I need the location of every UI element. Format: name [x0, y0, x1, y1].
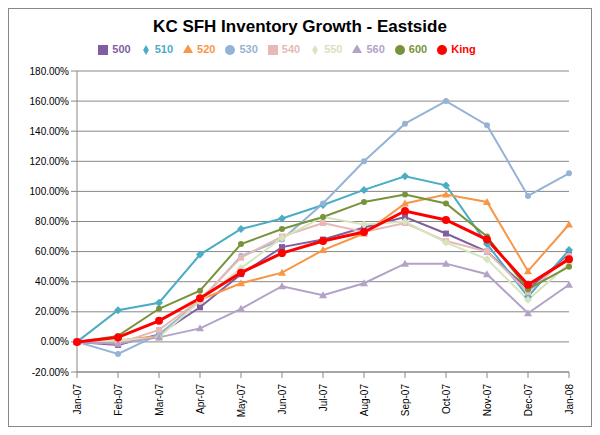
html-text:550: 550: [324, 43, 343, 55]
svg-text:Jan-07: Jan-07: [72, 384, 83, 415]
svg-text:May-07: May-07: [236, 384, 247, 418]
svg-text:0.00%: 0.00%: [41, 336, 69, 347]
html-text:600: 600: [408, 43, 428, 55]
html-text:KC SFH Inventory Growth - East: KC SFH Inventory Growth - Eastside: [153, 17, 447, 36]
svg-text:100.00%: 100.00%: [30, 186, 70, 197]
html-text:540: 540: [281, 43, 301, 55]
svg-text:Mar-07: Mar-07: [154, 384, 165, 416]
svg-text:Apr-07: Apr-07: [195, 384, 206, 414]
svg-text:-20.00%: -20.00%: [32, 367, 69, 378]
svg-text:Jul-07: Jul-07: [318, 384, 329, 412]
html-text:500: 500: [112, 43, 131, 55]
html-text:King: King: [451, 43, 476, 55]
svg-text:Oct-07: Oct-07: [441, 384, 452, 414]
svg-text:180.00%: 180.00%: [30, 66, 70, 77]
svg-text:60.00%: 60.00%: [35, 246, 69, 257]
svg-text:80.00%: 80.00%: [35, 216, 69, 227]
svg-text:40.00%: 40.00%: [35, 276, 69, 287]
svg-text:Aug-07: Aug-07: [359, 384, 370, 417]
svg-text:Dec-07: Dec-07: [523, 384, 534, 417]
html-text:510: 510: [154, 43, 173, 55]
svg-text:Jan-08: Jan-08: [564, 384, 575, 415]
svg-text:140.00%: 140.00%: [30, 126, 70, 137]
svg-text:20.00%: 20.00%: [35, 306, 69, 317]
svg-text:Feb-07: Feb-07: [113, 384, 124, 416]
svg-text:Jun-07: Jun-07: [277, 384, 288, 415]
svg-text:160.00%: 160.00%: [30, 96, 70, 107]
svg-text:Sep-07: Sep-07: [400, 384, 411, 417]
html-text:560: 560: [366, 43, 385, 55]
svg-text:120.00%: 120.00%: [30, 156, 70, 167]
svg-text:Nov-07: Nov-07: [482, 384, 493, 417]
html-text:530: 530: [239, 43, 258, 55]
html-text:520: 520: [197, 43, 216, 55]
